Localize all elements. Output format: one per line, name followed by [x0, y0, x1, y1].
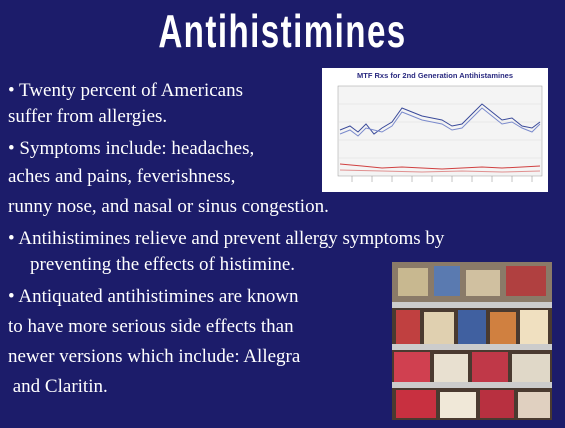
text-line: • Antihistimines relieve and prevent all…: [8, 228, 445, 249]
slide-title: Antihistimines: [158, 5, 407, 57]
text-line: to have more serious side effects than: [8, 316, 294, 337]
text-line: aches and pains, feverishness,: [8, 166, 236, 187]
line-b: [339, 107, 541, 137]
grid: [338, 103, 542, 159]
text-line: suffer from allergies.: [8, 106, 168, 127]
x-ticks: [351, 176, 533, 182]
chart-image: MTF Rxs for 2nd Generation Antihistamine…: [322, 68, 548, 192]
line-c: [339, 163, 541, 170]
line-d: [339, 169, 541, 173]
text-line: preventing the effects of histimine.: [30, 254, 296, 275]
text-line: • Symptoms include: headaches,: [8, 138, 255, 159]
shelf-photo: [392, 262, 552, 420]
text-line: • Antiquated antihistimines are known: [8, 286, 299, 307]
text-line: newer versions which include: Allegra: [8, 346, 301, 367]
chart-image-title: MTF Rxs for 2nd Generation Antihistamine…: [357, 71, 513, 80]
text-line: • Twenty percent of Americans: [8, 80, 244, 101]
text-line: and Claritin.: [8, 376, 108, 397]
plot-area: [337, 85, 543, 177]
text-line: runny nose, and nasal or sinus congestio…: [8, 196, 329, 217]
